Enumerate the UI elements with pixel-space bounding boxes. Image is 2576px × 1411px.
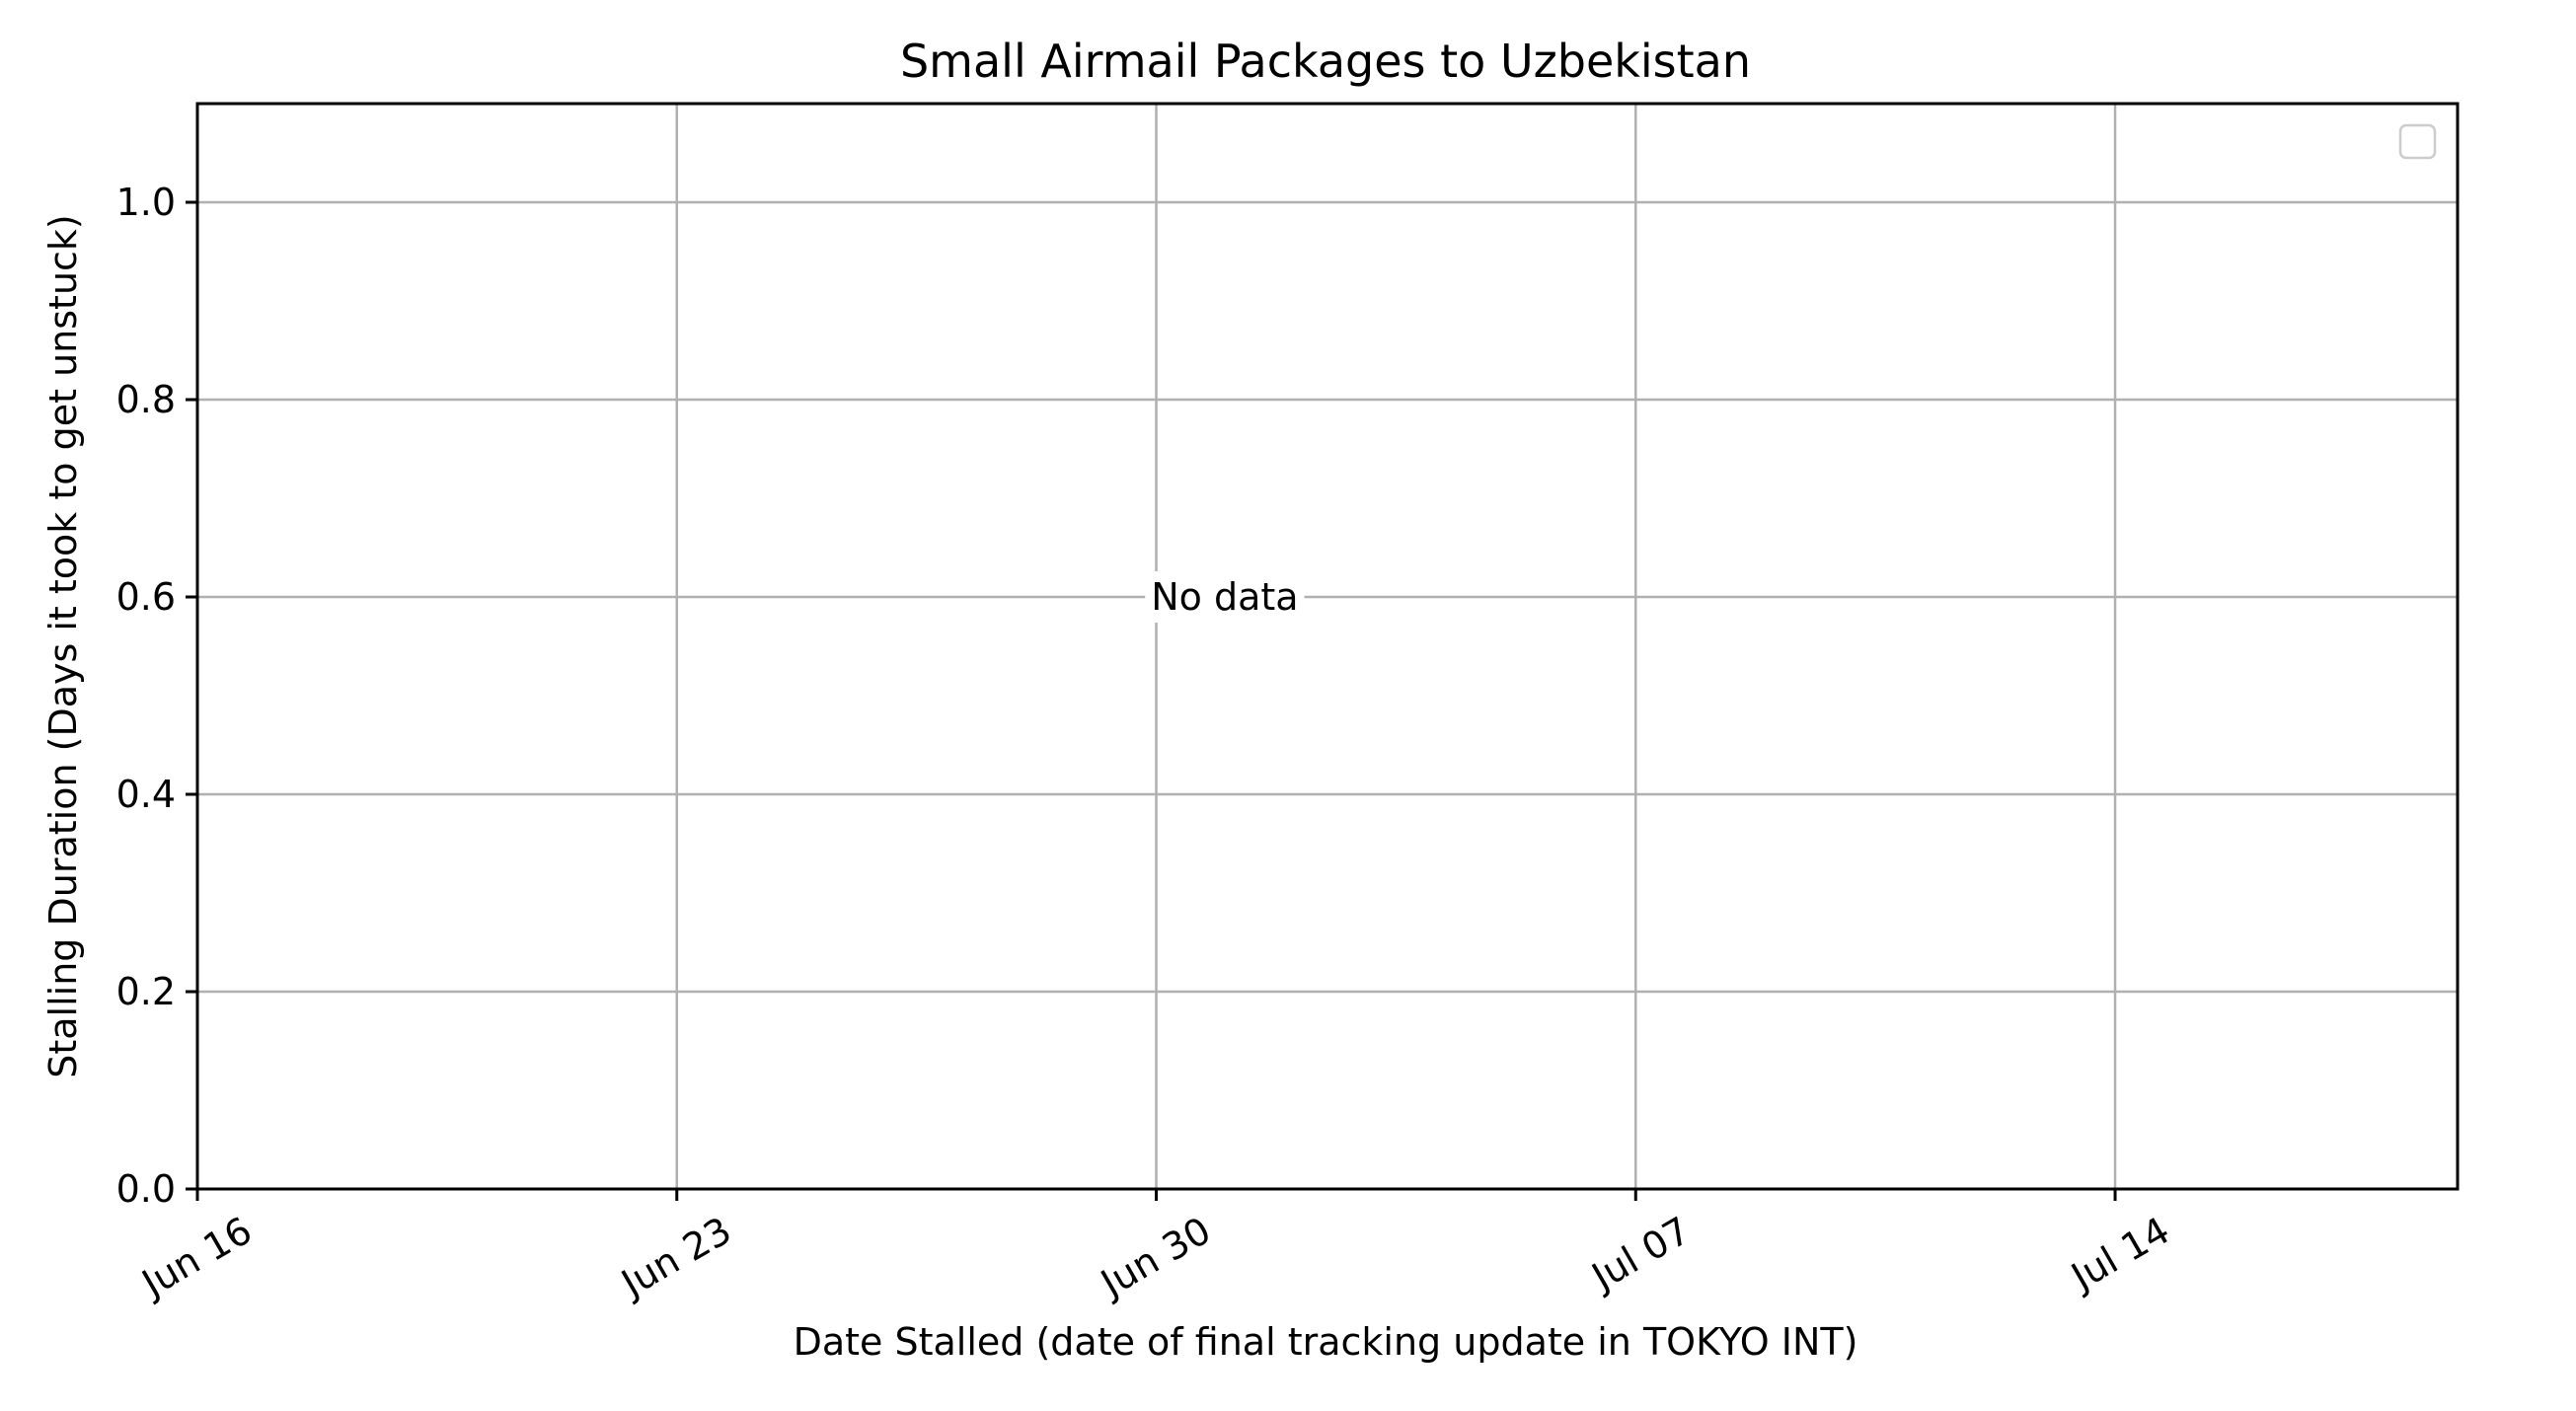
y-tick-label: 0.8 <box>116 378 176 421</box>
x-tick-label: Jun 23 <box>613 1209 738 1306</box>
y-tick-label: 0.2 <box>116 970 176 1013</box>
legend <box>2398 123 2437 160</box>
data-layer <box>1145 571 1305 623</box>
tick-layer: Jun 16 Jun 23 Jun 30 Jul 07 Jul 14 0.0 0.2 0.4 0… <box>116 181 2177 1306</box>
y-tick-label: 0.0 <box>116 1167 176 1211</box>
plot-frame <box>195 102 2460 1191</box>
chart-title: Small Airmail Packages to Uzbekistan <box>900 35 1751 88</box>
x-tick-label: Jun 30 <box>1093 1209 1218 1306</box>
y-axis-label: Stalling Duration (Days it took to get u… <box>41 214 85 1078</box>
annotation-background <box>1145 571 1305 623</box>
y-tick-label: 0.6 <box>116 575 176 619</box>
x-tick-label: Jun 16 <box>133 1209 259 1306</box>
x-tick-label: Jul 14 <box>2063 1209 2177 1300</box>
x-tick-label: Jul 07 <box>1583 1209 1698 1300</box>
x-axis-label: Date Stalled (date of final tracking upd… <box>794 1320 1858 1364</box>
grid-layer <box>195 104 2458 1191</box>
y-tick-label: 1.0 <box>116 181 176 224</box>
y-tick-label: 0.4 <box>116 773 176 816</box>
legend-box <box>2398 123 2437 160</box>
no-data-annotation: No data <box>1151 575 1298 619</box>
